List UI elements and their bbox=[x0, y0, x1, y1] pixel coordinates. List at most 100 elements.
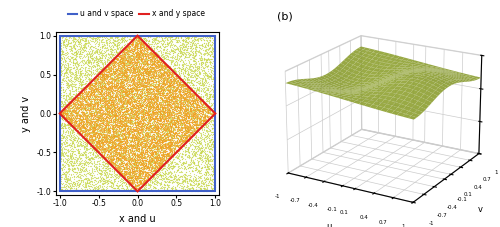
Point bbox=[158, 178, 166, 181]
Point bbox=[124, 159, 132, 163]
Point bbox=[193, 73, 201, 77]
Point bbox=[142, 158, 150, 162]
Point bbox=[145, 158, 153, 161]
Point bbox=[128, 52, 136, 55]
Point bbox=[128, 143, 136, 147]
Point bbox=[132, 129, 140, 132]
Point bbox=[176, 91, 184, 95]
Point bbox=[108, 88, 116, 92]
Point bbox=[154, 102, 162, 106]
Point bbox=[106, 134, 114, 138]
Point bbox=[84, 103, 92, 106]
Point bbox=[148, 129, 156, 133]
Point bbox=[108, 123, 116, 126]
Point bbox=[154, 132, 162, 136]
Point bbox=[120, 172, 128, 175]
Point bbox=[143, 103, 151, 107]
Point bbox=[140, 154, 148, 158]
Point bbox=[56, 147, 64, 151]
Point bbox=[68, 72, 76, 76]
Point bbox=[167, 95, 175, 99]
Point bbox=[76, 121, 84, 125]
Point bbox=[132, 168, 140, 171]
Point bbox=[138, 124, 145, 127]
Point bbox=[99, 186, 107, 190]
Point bbox=[178, 117, 186, 121]
Point bbox=[171, 99, 179, 102]
Point bbox=[188, 79, 196, 83]
Point bbox=[140, 76, 148, 80]
Point bbox=[82, 104, 90, 107]
Point bbox=[148, 63, 156, 67]
Point bbox=[85, 123, 93, 127]
Point bbox=[197, 181, 205, 185]
Point bbox=[183, 108, 191, 111]
Point bbox=[58, 62, 66, 66]
Point bbox=[98, 39, 106, 42]
Point bbox=[205, 100, 213, 103]
Point bbox=[152, 111, 160, 114]
Point bbox=[118, 74, 126, 78]
Point bbox=[95, 142, 103, 145]
Point bbox=[125, 145, 133, 148]
Point bbox=[78, 131, 86, 135]
Point bbox=[194, 114, 202, 117]
Point bbox=[171, 155, 179, 158]
Point bbox=[150, 60, 158, 64]
Point bbox=[138, 78, 145, 82]
Point bbox=[204, 146, 212, 150]
Point bbox=[150, 54, 158, 58]
Point bbox=[145, 130, 153, 134]
Point bbox=[164, 65, 172, 68]
Point bbox=[146, 141, 154, 144]
Point bbox=[169, 84, 177, 88]
Point bbox=[80, 105, 88, 109]
Point bbox=[74, 183, 82, 186]
Point bbox=[86, 58, 94, 61]
Point bbox=[96, 139, 104, 143]
Point bbox=[190, 96, 198, 99]
Point bbox=[204, 158, 212, 162]
Point bbox=[134, 92, 142, 96]
Point bbox=[203, 107, 211, 111]
Point bbox=[98, 146, 106, 150]
Point bbox=[119, 127, 127, 131]
Point bbox=[59, 152, 67, 155]
Point bbox=[150, 119, 158, 123]
Point bbox=[70, 104, 78, 108]
Point bbox=[144, 149, 152, 153]
Point bbox=[174, 34, 182, 38]
Point bbox=[195, 178, 203, 182]
Point bbox=[156, 92, 164, 95]
Point bbox=[193, 101, 201, 104]
Point bbox=[144, 93, 152, 97]
Point bbox=[98, 114, 106, 117]
Point bbox=[192, 86, 200, 90]
Point bbox=[152, 157, 160, 161]
Point bbox=[144, 115, 152, 118]
Point bbox=[90, 125, 98, 128]
Point bbox=[208, 44, 216, 47]
Point bbox=[106, 112, 114, 115]
Point bbox=[151, 110, 159, 114]
Point bbox=[108, 106, 116, 109]
Point bbox=[154, 55, 162, 59]
Point bbox=[124, 63, 132, 67]
Point bbox=[167, 120, 175, 123]
Point bbox=[120, 188, 128, 191]
Point bbox=[123, 93, 131, 96]
Point bbox=[160, 84, 168, 87]
Point bbox=[75, 105, 83, 109]
Point bbox=[108, 86, 116, 89]
Point bbox=[71, 138, 79, 142]
Point bbox=[187, 111, 195, 114]
Point bbox=[86, 87, 94, 91]
Point bbox=[142, 77, 150, 81]
Point bbox=[148, 160, 156, 163]
Point bbox=[167, 105, 175, 109]
Point bbox=[172, 48, 180, 51]
Point bbox=[140, 87, 148, 91]
Point bbox=[56, 95, 64, 98]
Point bbox=[182, 133, 190, 137]
Point bbox=[134, 169, 141, 173]
